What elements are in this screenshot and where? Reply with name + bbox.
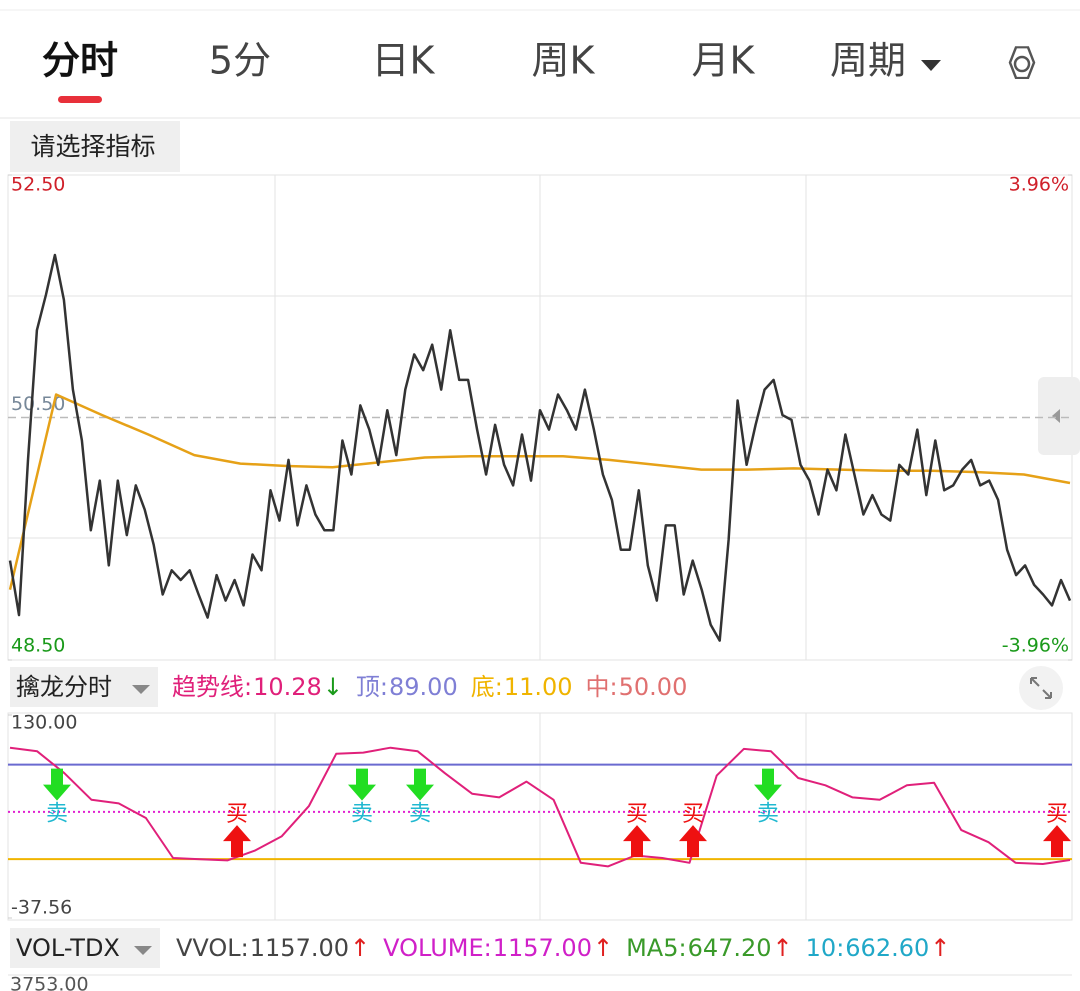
- buy-arrow: [1043, 825, 1071, 858]
- indicator-select[interactable]: [10, 667, 158, 707]
- sell-label: 卖: [46, 802, 68, 827]
- buy-arrow: [623, 825, 651, 858]
- line: [8, 253, 1072, 642]
- tab[interactable]: 周期: [830, 39, 906, 83]
- expand-icon: [1030, 677, 1052, 699]
- sell-label: 卖: [409, 802, 431, 827]
- legend-text: 1157.00: [250, 934, 349, 962]
- legend-text: 底:: [471, 673, 503, 701]
- legend-text: 662.60: [845, 934, 929, 962]
- buy-label: 买: [682, 802, 704, 827]
- legend-text: 89.00: [389, 673, 458, 701]
- legend-text: 趋势线:: [172, 673, 252, 701]
- legend-text: VOLUME:: [383, 934, 492, 962]
- y2-tick-label: -3.96%: [1002, 635, 1069, 657]
- tab[interactable]: 月K: [692, 39, 756, 83]
- volume-top-label: 3753.00: [10, 974, 89, 991]
- volume-select[interactable]: [10, 928, 160, 968]
- tab[interactable]: 分时: [42, 39, 118, 83]
- legend-text: 10:: [806, 934, 845, 962]
- tab[interactable]: 周K: [532, 39, 596, 83]
- legend-text: ↑: [930, 934, 950, 962]
- expand-button[interactable]: [1019, 666, 1063, 710]
- sell-arrow: [348, 768, 376, 801]
- y-tick-label: 130.00: [11, 712, 77, 734]
- line: [8, 393, 1071, 590]
- y2-tick-label: 3.96%: [1009, 174, 1069, 196]
- y-tick-label: -37.56: [11, 897, 72, 919]
- y-tick-label: 48.50: [11, 635, 65, 657]
- settings-icon-core: [1013, 55, 1031, 73]
- legend-text: 1157.00: [493, 934, 592, 962]
- legend-text: 10.28: [253, 673, 322, 701]
- dropdown-arrow: [132, 685, 150, 694]
- sell-arrow: [406, 768, 434, 801]
- legend-text: MA5:: [626, 934, 686, 962]
- tab-underline: [58, 96, 102, 103]
- legend-text: ↑: [350, 934, 370, 962]
- side-handle-arrow: [1052, 409, 1060, 423]
- tab[interactable]: 日K: [372, 39, 436, 83]
- buy-arrow: [679, 825, 707, 858]
- sell-arrow: [43, 768, 71, 801]
- sell-arrow: [754, 768, 782, 801]
- indicator-button-label: 请选择指标: [30, 132, 155, 161]
- buy-label: 买: [1046, 802, 1068, 827]
- indicator-name: 擒龙分时: [16, 673, 112, 701]
- indicator-button[interactable]: [10, 121, 180, 172]
- tab[interactable]: 5分: [209, 39, 271, 83]
- dropdown-arrow[interactable]: [921, 60, 941, 71]
- y-tick-label: 52.50: [11, 174, 65, 196]
- legend-text: 647.20: [688, 934, 772, 962]
- legend-text: 11.00: [504, 673, 573, 701]
- legend-text: ↓: [323, 673, 343, 701]
- legend-text: 顶:: [356, 673, 388, 701]
- line: [9, 746, 1071, 868]
- legend-text: ↑: [593, 934, 613, 962]
- buy-label: 买: [626, 802, 648, 827]
- buy-label: 买: [226, 802, 248, 827]
- dropdown-arrow: [134, 946, 152, 955]
- volume-name: VOL-TDX: [16, 934, 120, 962]
- legend-text: ↑: [773, 934, 793, 962]
- legend-text: VVOL:: [176, 934, 249, 962]
- sell-label: 卖: [351, 802, 373, 827]
- legend-text: 中:: [586, 673, 618, 701]
- settings-icon[interactable]: [1008, 46, 1036, 79]
- legend-text: 50.00: [619, 673, 688, 701]
- sell-label: 卖: [757, 802, 779, 827]
- buy-arrow: [223, 825, 251, 858]
